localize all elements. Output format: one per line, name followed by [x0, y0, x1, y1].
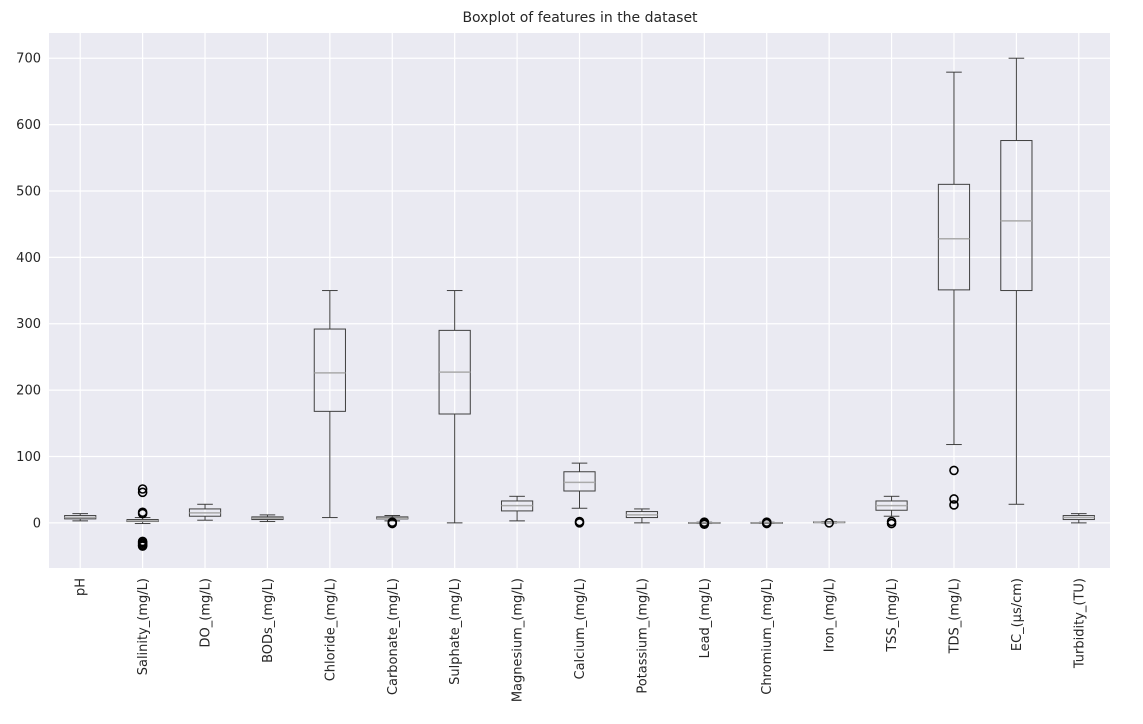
iqr-box: [1000, 140, 1033, 292]
x-tick-label: BODs_(mg/L): [261, 578, 276, 663]
y-tick-label: 700: [16, 52, 41, 67]
x-tick-label: TDS_(mg/L): [947, 578, 962, 654]
chart-title: Boxplot of features in the dataset: [462, 10, 698, 26]
x-tick-label: Magnesium_(mg/L): [511, 578, 526, 702]
x-tick-label: Chromium_(mg/L): [760, 578, 775, 695]
outlier-point: [761, 518, 772, 529]
y-tick-label: 200: [16, 384, 41, 399]
outlier-point: [574, 518, 585, 528]
x-tick-label: Calcium_(mg/L): [573, 578, 588, 680]
y-tick-label: 600: [16, 118, 41, 133]
box-10: [625, 508, 659, 524]
outlier-point: [949, 494, 959, 504]
x-tick-label: DO_(mg/L): [199, 578, 214, 647]
outlier-point: [137, 484, 148, 494]
x-tick-label: pH: [74, 578, 89, 596]
outlier-point: [387, 518, 398, 529]
outlier-point: [886, 518, 897, 529]
x-tick-label: Chloride_(mg/L): [323, 578, 338, 681]
box-4: [251, 514, 284, 523]
x-tick-label: EC_(µs/cm): [1010, 578, 1025, 651]
outlier-point: [137, 487, 148, 498]
outlier-point: [949, 500, 959, 510]
box-2: [126, 484, 159, 551]
boxes: [64, 57, 1095, 551]
box-1: [64, 513, 97, 522]
x-tick-label: Sulphate_(mg/L): [448, 578, 463, 685]
x-axis-ticks: pH Salinity_(mg/L) DO_(mg/L) BODs_(mg/L) Chl…: [74, 578, 1088, 702]
x-tick-label: Iron_(mg/L): [823, 578, 838, 652]
y-tick-label: 400: [16, 251, 41, 266]
box-11: [688, 517, 721, 529]
outlier-point: [137, 541, 148, 551]
y-tick-label: 100: [16, 450, 41, 465]
iqr-box: [937, 183, 971, 291]
box-8: [500, 495, 534, 522]
box-16: [1000, 57, 1033, 505]
x-tick-label: Potassium_(mg/L): [635, 578, 650, 694]
iqr-box: [563, 471, 596, 492]
x-tick-label: TSS_(mg/L): [885, 578, 900, 653]
y-tick-label: 300: [16, 317, 41, 332]
box-3: [188, 503, 222, 521]
box-7: [438, 290, 471, 524]
outlier-point: [699, 519, 710, 529]
y-tick-label: 0: [33, 516, 41, 531]
box-6: [376, 515, 409, 529]
x-tick-label: Carbonate_(mg/L): [386, 578, 401, 695]
y-axis-ticks: 0 100 200 300 400 500 600 700: [16, 52, 41, 532]
box-5: [313, 290, 346, 519]
box-12: [750, 517, 783, 529]
box-15: [937, 71, 971, 510]
iqr-box: [313, 328, 346, 412]
box-9: [563, 462, 596, 528]
x-tick-label: Turbidity_(TU): [1072, 578, 1087, 669]
outlier-point: [137, 508, 148, 519]
y-tick-label: 500: [16, 184, 41, 199]
box-17: [1062, 513, 1095, 524]
box-14: [875, 495, 908, 529]
x-tick-label: Lead_(mg/L): [698, 578, 713, 658]
x-tick-label: Salinity_(mg/L): [136, 578, 151, 675]
outlier-point: [824, 518, 834, 528]
box-13: [813, 518, 846, 528]
outlier-point: [949, 465, 959, 476]
